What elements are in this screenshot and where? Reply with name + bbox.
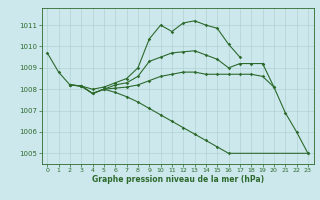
X-axis label: Graphe pression niveau de la mer (hPa): Graphe pression niveau de la mer (hPa) [92,175,264,184]
